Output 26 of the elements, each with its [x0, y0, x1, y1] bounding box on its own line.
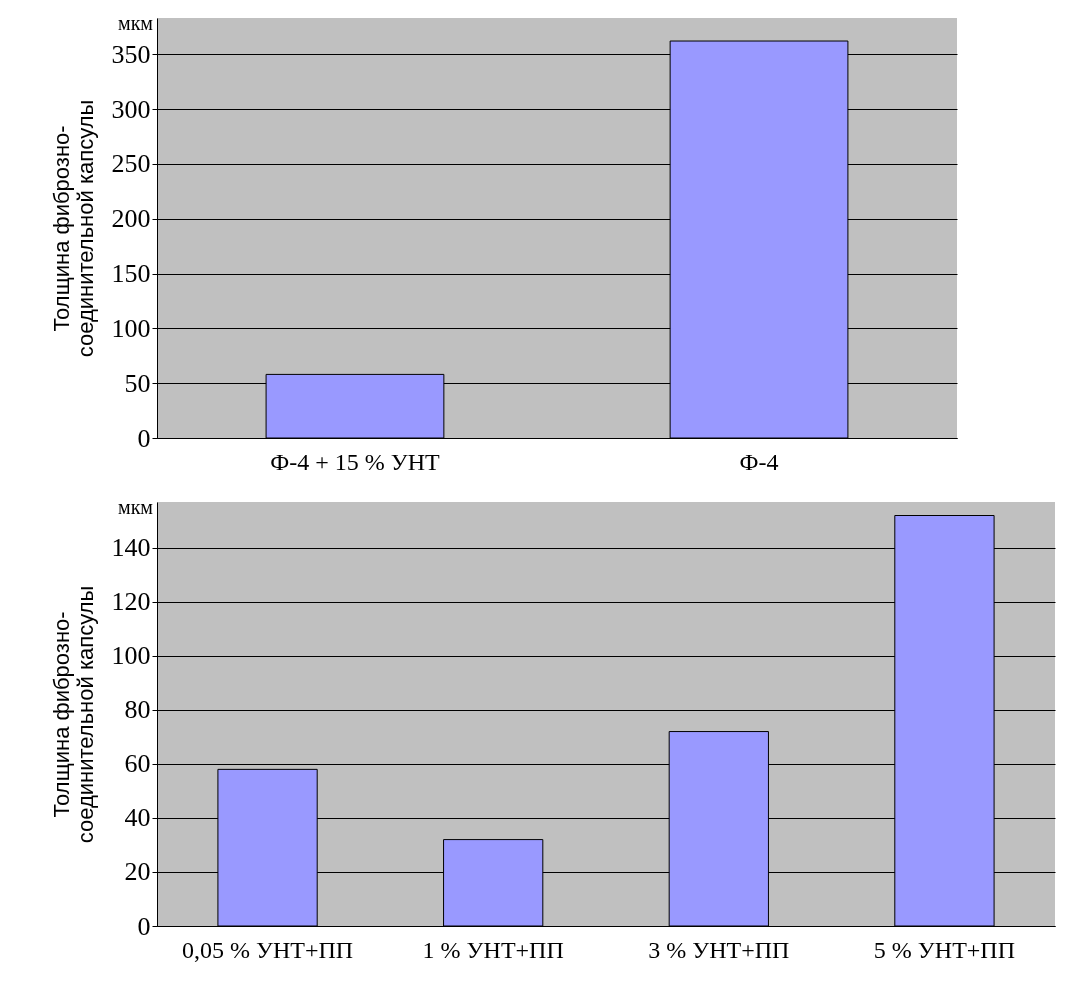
y-axis-title: Толщина фиброзно-соединительной капсулы [48, 99, 98, 358]
y-tick-label: 60 [124, 749, 151, 779]
x-tick-label: 1 % УНТ+ПП [422, 936, 564, 963]
x-tick-label: Ф-4 [739, 448, 779, 475]
y-tick-label: 150 [111, 259, 151, 289]
text: мкм [117, 496, 154, 518]
text: мкм [117, 12, 154, 34]
y-tick-label: 0 [137, 423, 151, 453]
y-tick-label: 40 [124, 803, 151, 833]
x-tick-label: Ф-4 + 15 % УНТ [270, 448, 441, 475]
x-tick-label: 3 % УНТ+ПП [648, 936, 790, 963]
x-tick-label: 5 % УНТ+ПП [873, 936, 1016, 963]
y-tick-label: 0 [137, 911, 151, 941]
y-tick-label: 80 [124, 695, 151, 725]
y-tick-label: 120 [111, 587, 151, 617]
y-tick-label: 20 [124, 857, 151, 887]
y-tick-label: 100 [111, 313, 151, 343]
x-tick-label: 0,05 % УНТ+ПП [181, 936, 354, 963]
y-tick-label: 350 [111, 39, 151, 69]
y-tick-label: 100 [111, 641, 151, 671]
y-tick-label: 300 [111, 94, 151, 124]
y-tick-label: 140 [111, 533, 151, 563]
y-tick-label: 50 [124, 368, 151, 398]
y-tick-label: 200 [111, 204, 151, 234]
y-tick-label: 250 [111, 149, 151, 179]
y-axis-title: Толщина фиброзно-соединительной капсулы [48, 585, 98, 844]
